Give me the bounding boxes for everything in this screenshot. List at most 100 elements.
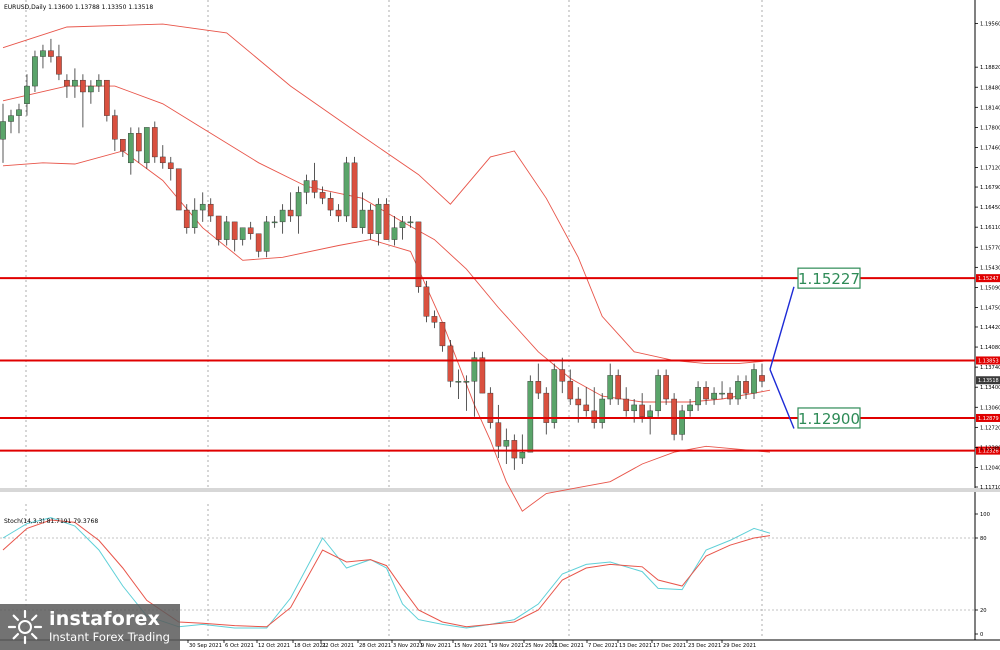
candle-body <box>271 221 278 224</box>
candle-body <box>607 375 614 400</box>
candle-body <box>319 192 326 199</box>
candle-body <box>735 381 741 400</box>
projection-lines <box>769 286 795 429</box>
candle-body <box>127 133 134 164</box>
candle-body <box>647 410 653 417</box>
candle-body <box>143 127 150 164</box>
candle-body <box>583 404 590 412</box>
candle-body <box>343 162 350 217</box>
candle-body <box>48 50 54 57</box>
candle-body <box>551 369 558 423</box>
candle-body <box>24 85 30 104</box>
candle-body <box>311 180 318 193</box>
candle-body <box>503 440 510 447</box>
candle-body <box>231 221 238 240</box>
candle-body <box>751 369 757 394</box>
candle-body <box>359 209 366 228</box>
candle-body <box>112 115 118 140</box>
candle-body <box>703 387 709 400</box>
candle-body <box>303 180 310 193</box>
level-price-tag <box>976 274 1000 283</box>
stochastic-panel: 100 80 20 0 <box>0 512 990 638</box>
candle-body <box>223 221 230 240</box>
candle-body <box>631 404 638 412</box>
date-tick-label: 12 Oct 2021 <box>258 643 290 649</box>
price-tick-label: 1.11710 <box>980 485 1000 491</box>
candle-body <box>399 221 406 228</box>
date-tick-label: 6 Oct 2021 <box>225 643 254 649</box>
candle-body <box>247 227 254 234</box>
candle-body <box>215 215 222 240</box>
date-tick-label: 1 Dec 2021 <box>554 643 584 649</box>
price-tick-label: 1.15770 <box>980 245 1000 251</box>
date-tick-label: 13 Dec 2021 <box>619 643 652 649</box>
price-tick-label: 1.14080 <box>980 345 1000 351</box>
candle-body <box>175 168 182 211</box>
candle-body <box>591 410 598 423</box>
date-tick-label: 22 Oct 2021 <box>322 643 354 649</box>
price-tick-label: 1.13060 <box>980 405 1000 411</box>
price-tick-label: 1.14750 <box>980 305 1000 311</box>
level-price-tag-text: 1.13853 <box>978 358 999 364</box>
date-axis: 30 Sep 2021 6 Oct 2021 12 Oct 2021 18 Oct 2… <box>187 640 756 649</box>
candle-body <box>655 375 661 412</box>
candle-body <box>479 357 486 394</box>
stoch-tick-label: 80 <box>980 536 987 542</box>
candle-body <box>104 79 110 116</box>
bollinger-lower <box>2 150 771 512</box>
candle-body <box>64 79 70 87</box>
candle-body <box>463 381 470 383</box>
candle-body <box>527 381 534 453</box>
candle-body <box>327 198 334 211</box>
level-label-box <box>797 407 861 429</box>
price-tick-label: 1.15090 <box>980 285 1000 291</box>
candle-body <box>543 392 550 423</box>
panel-separator <box>0 488 1000 492</box>
candle-body <box>191 209 198 228</box>
candle-body <box>295 192 302 217</box>
level-price-tag-text: 1.15247 <box>978 276 999 282</box>
date-tick-label: 3 Nov 2021 <box>393 643 423 649</box>
level-label: 1.12900 <box>798 410 860 428</box>
brand-sunburst-icon <box>7 609 43 645</box>
date-tick-label: 9 Nov 2021 <box>421 643 451 649</box>
date-tick-label: 25 Nov 2021 <box>525 643 558 649</box>
date-tick-label: 7 Dec 2021 <box>588 643 618 649</box>
candle-body <box>511 440 518 459</box>
date-tick-label: 18 Oct 2021 <box>294 643 326 649</box>
candle-body <box>335 209 342 217</box>
price-tick-label: 1.16450 <box>980 205 1000 211</box>
candle-body <box>567 381 574 400</box>
price-tick-label: 1.18140 <box>980 105 1000 111</box>
candle-body <box>415 221 422 288</box>
level-label: 1.15227 <box>798 270 860 288</box>
date-tick-label: 17 Dec 2021 <box>653 643 686 649</box>
candle-body <box>391 227 398 240</box>
level-price-tag <box>976 356 1000 365</box>
candle-body <box>743 381 749 394</box>
candle-body <box>431 316 438 323</box>
stoch-signal-line <box>2 519 771 628</box>
candle-body <box>615 375 622 400</box>
level-price-tag <box>976 446 1000 455</box>
candle-body <box>239 227 246 240</box>
candle-body <box>16 109 22 116</box>
candle-body <box>135 133 142 152</box>
candle-body <box>367 209 374 234</box>
projection-down <box>769 369 795 429</box>
stoch-tick-label: 0 <box>980 632 983 638</box>
candle-body <box>687 404 693 412</box>
candle-body <box>383 203 390 240</box>
candle-body <box>407 221 414 224</box>
candle-body <box>207 203 214 217</box>
candle-body <box>455 381 462 383</box>
candle-body <box>263 221 270 252</box>
candle-body <box>72 79 78 87</box>
candle-body <box>671 398 677 435</box>
stoch-main-line <box>2 517 771 629</box>
price-tick-label: 1.18820 <box>980 65 1000 71</box>
candle-body <box>487 392 494 423</box>
candle-body <box>663 375 669 400</box>
